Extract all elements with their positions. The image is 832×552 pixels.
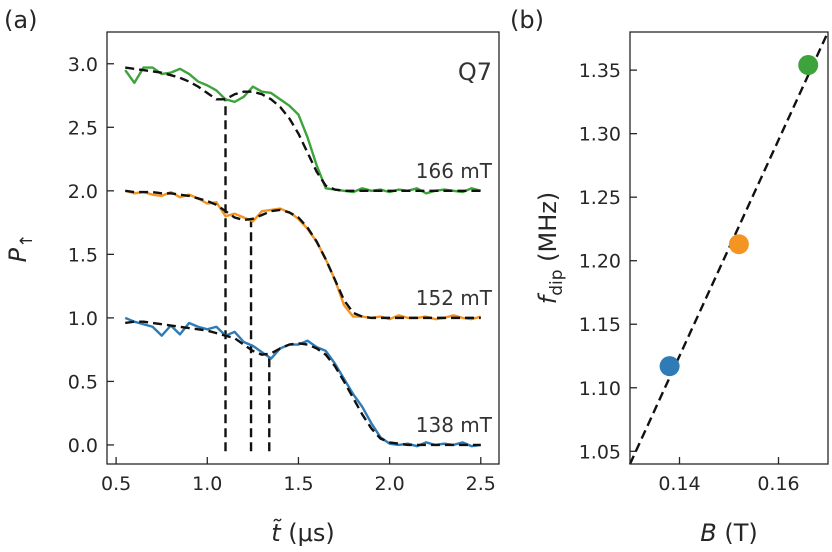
panel-b-xlabel-main: B (700, 519, 716, 547)
a-fit-line-2 (125, 66, 481, 193)
b-point-1 (728, 234, 749, 255)
a-fit-group (125, 66, 481, 447)
panel-b-label: (b) (510, 6, 544, 34)
b-ytick-label-6: 1.35 (579, 60, 621, 82)
panel-a-xlabel: t̃ (μs) (271, 519, 335, 547)
panel-a-annotation: Q7 (458, 58, 492, 86)
a-series-labels: 138 mT 152 mT 166 mT (416, 159, 493, 437)
b-ytick-label-0: 1.05 (579, 441, 621, 463)
panel-b-ylabel: fdip (MHz) (534, 192, 567, 304)
a-x-ticks: 0.5 1.0 1.5 2.0 2.5 (101, 457, 496, 495)
a-xtick-label-2: 1.5 (283, 473, 313, 495)
a-ytick-label-0: 0.0 (68, 435, 98, 457)
b-point-2 (798, 55, 819, 76)
panel-b-xlabel: B (T) (700, 519, 757, 547)
panel-b-frame (629, 31, 829, 465)
a-ytick-label-6: 3.0 (68, 54, 98, 76)
panel-b-ylabel-sub: dip (547, 269, 567, 295)
a-series-label-2: 166 mT (416, 159, 493, 183)
b-points (659, 55, 819, 377)
panel-a-chart: 0.5 1.0 1.5 2.0 2.5 0.00.51.01.52.02.53.0 Q7… (4, 31, 500, 547)
b-ytick-label-1: 1.10 (579, 378, 621, 400)
b-xtick-label-0: 0.14 (658, 473, 700, 495)
a-fit-line-1 (125, 189, 481, 320)
b-xtick-label-1: 0.16 (757, 473, 799, 495)
panel-a-frame (106, 31, 500, 465)
b-x-ticks: 0.14 0.16 (658, 457, 800, 495)
a-ytick-label-5: 2.5 (68, 117, 98, 139)
a-ytick-label-4: 2.0 (68, 181, 98, 203)
b-ytick-label-5: 1.30 (579, 124, 621, 146)
a-series-label-0: 138 mT (416, 413, 493, 437)
a-fit-line-0 (125, 320, 481, 447)
b-fit-line (628, 31, 830, 465)
b-ytick-label-2: 1.15 (579, 314, 621, 336)
panel-a-xlabel-main: t̃ (271, 519, 282, 547)
panel-b-ylabel-unit: (MHz) (534, 192, 562, 270)
panel-a-ylabel-sub: ↑ (17, 234, 37, 248)
b-y-ticks: 1.05 1.10 1.15 1.20 1.25 1.30 1.35 (579, 60, 637, 463)
a-ytick-label-1: 0.5 (68, 371, 98, 393)
panel-b-xlabel-unit: (T) (717, 519, 758, 547)
panel-a-ylabel: P↑ (4, 234, 37, 263)
a-series-group (124, 66, 482, 448)
panel-a-ylabel-main: P (4, 247, 32, 262)
a-xtick-label-4: 2.5 (466, 473, 496, 495)
panel-a-xlabel-unit: (μs) (281, 519, 335, 547)
b-point-0 (659, 356, 680, 377)
a-ytick-label-3: 1.5 (68, 244, 98, 266)
a-xtick-label-1: 1.0 (192, 473, 222, 495)
panel-a-label: (a) (4, 6, 37, 34)
a-xtick-label-3: 2.0 (374, 473, 404, 495)
a-series-label-1: 152 mT (416, 286, 493, 310)
b-ytick-label-4: 1.25 (579, 187, 621, 209)
panel-b-chart: 0.14 0.16 1.05 1.10 1.15 1.20 1.25 1.30 1.35 B … (534, 31, 830, 547)
a-xtick-label-0: 0.5 (101, 473, 131, 495)
a-ytick-label-2: 1.0 (68, 308, 98, 330)
a-vlines (224, 99, 271, 452)
b-ytick-label-3: 1.20 (579, 251, 621, 273)
a-y-ticks: 0.0 0.5 1.0 1.5 2.0 2.5 3.0 (68, 54, 114, 457)
